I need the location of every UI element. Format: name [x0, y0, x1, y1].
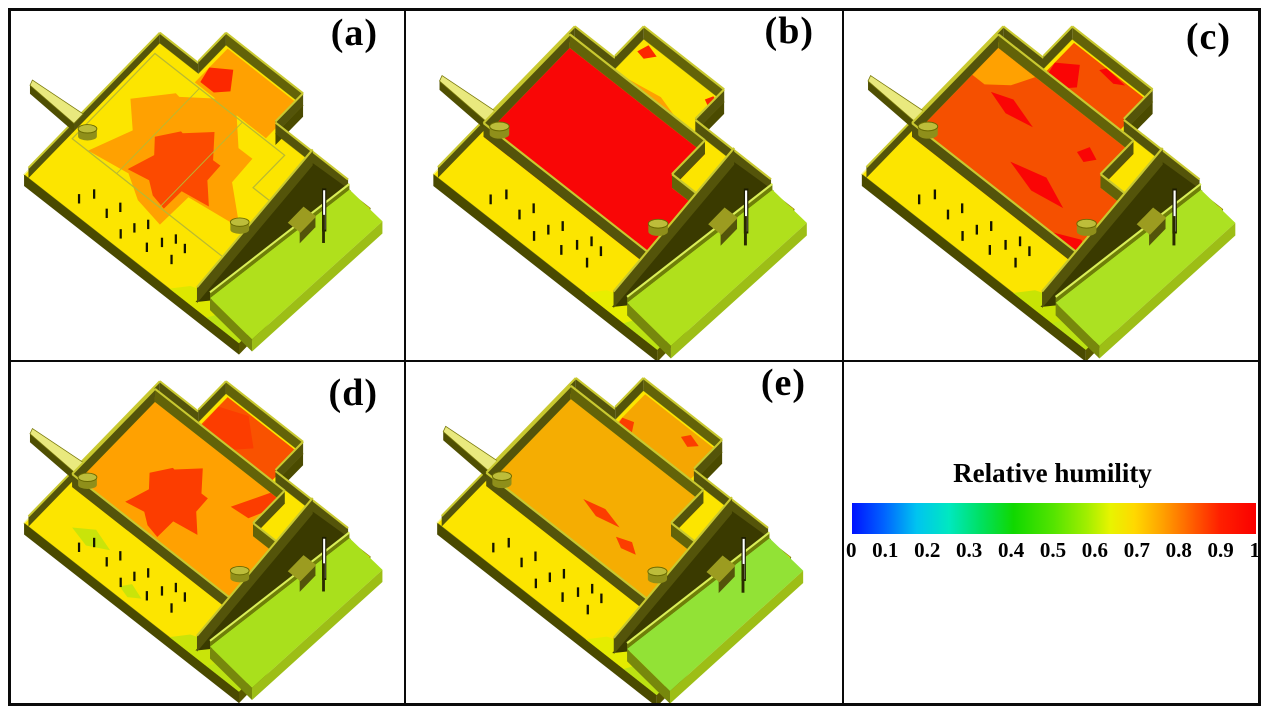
barn-model-c — [861, 25, 1236, 360]
panel-d-label: (d) — [328, 372, 378, 414]
panel-divider-horizontal — [8, 360, 1261, 362]
panel-a-label: (a) — [330, 12, 378, 54]
panel-e-model — [406, 362, 842, 705]
panel-c-label: (c) — [1185, 16, 1231, 58]
fan-cylinder — [1076, 218, 1097, 236]
panel-a: (a) — [10, 10, 404, 360]
feed-lane-and-platform — [611, 147, 807, 359]
fan-cylinder — [917, 121, 939, 139]
barn-model-d — [23, 380, 383, 704]
colorbar-tick: 0.1 — [872, 538, 899, 562]
fan-cylinder — [77, 124, 98, 141]
colorbar-ticks: 0 0.1 0.2 0.3 0.4 0.5 0.6 0.7 0.8 0.9 1 — [846, 538, 1260, 562]
fan-cylinder — [647, 566, 668, 584]
panel-divider-vertical-1 — [404, 8, 406, 706]
fan-cylinder — [647, 218, 669, 236]
panel-d: (d) — [10, 362, 404, 705]
panel-e-label: (e) — [760, 362, 806, 404]
colorbar-title: Relative humility — [953, 458, 1152, 488]
panel-b-label: (b) — [764, 10, 814, 52]
panel-d-model — [10, 362, 404, 705]
colorbar-tick: 0 — [846, 538, 857, 562]
panel-c: (c) — [844, 10, 1261, 360]
fan-cylinder — [229, 565, 250, 583]
colorbar-tick: 0.8 — [1165, 538, 1192, 562]
colorbar-tick: 1 — [1249, 538, 1260, 562]
colorbar-legend: Relative humility 0 0.1 0.2 0.3 0.4 0.5 0.6 0.7… — [844, 362, 1261, 705]
panel-a-model — [10, 10, 404, 360]
panel-c-model — [844, 10, 1261, 360]
barn-model-e — [436, 377, 804, 705]
panel-b-model — [406, 10, 842, 360]
panel-divider-vertical-2 — [842, 8, 844, 706]
fan-cylinder — [77, 472, 98, 490]
feed-lane-and-platform — [195, 148, 383, 352]
animal-markers — [77, 189, 186, 265]
pen-floor — [71, 388, 295, 621]
colorbar-tick: 0.7 — [1123, 538, 1150, 562]
colorbar-gradient — [852, 503, 1256, 534]
animal-markers — [489, 189, 603, 268]
panel-e: (e) — [406, 362, 842, 705]
barn-model-a — [23, 31, 383, 355]
colorbar-tick: 0.4 — [997, 538, 1025, 562]
colorbar-tick: 0.9 — [1207, 538, 1234, 562]
inlet-duct — [29, 79, 84, 132]
feed-lane-and-platform — [612, 496, 804, 704]
animal-markers — [77, 537, 186, 613]
fan-cylinder — [489, 121, 510, 139]
fan-cylinder — [491, 471, 512, 489]
barn-model-b — [432, 25, 807, 360]
annex-room — [194, 31, 304, 139]
animal-markers — [917, 189, 1031, 268]
colorbar-tick: 0.6 — [1081, 538, 1109, 562]
colorbar-tick: 0.3 — [956, 538, 983, 562]
feed-lane-and-platform — [1040, 147, 1236, 359]
colorbar-tick: 0.2 — [914, 538, 941, 562]
annex-room — [611, 377, 723, 486]
feed-lane-and-platform — [195, 497, 383, 701]
panel-b: (b) — [406, 10, 842, 360]
pen-floor — [485, 384, 714, 623]
animal-markers — [492, 537, 603, 615]
colorbar-tick: 0.5 — [1039, 538, 1067, 562]
annex-room — [194, 380, 304, 487]
fan-cylinder — [229, 217, 250, 234]
